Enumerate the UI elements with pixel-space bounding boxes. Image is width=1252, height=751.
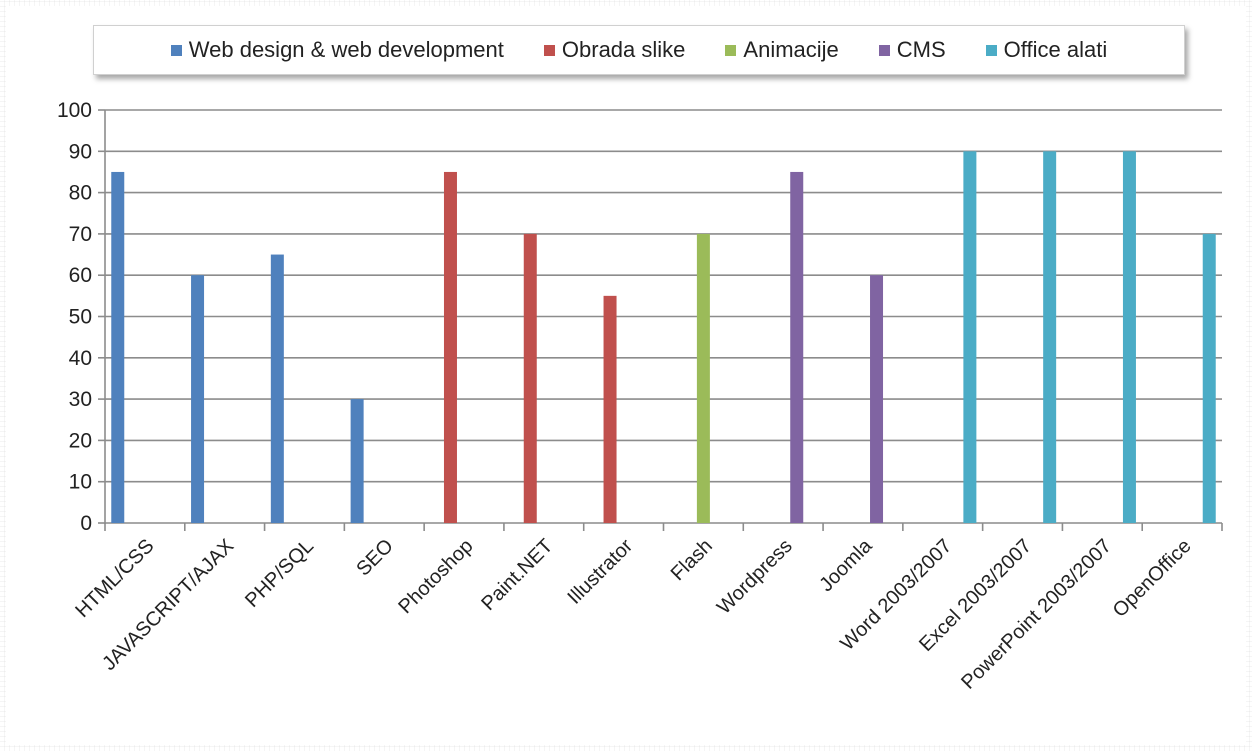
legend-label: Animacije xyxy=(743,37,839,62)
legend-swatch xyxy=(543,44,555,56)
legend-label: CMS xyxy=(896,37,946,62)
bar-flash xyxy=(696,233,710,523)
y-tick-label: 80 xyxy=(69,182,92,205)
legend-swatch xyxy=(878,44,890,56)
bar-openoffice xyxy=(1202,233,1216,523)
bar-powerpoint-2003-2007 xyxy=(1122,151,1136,524)
chart-legend: Web design & web development Obrada slik… xyxy=(93,25,1185,75)
legend-swatch xyxy=(725,44,737,56)
legend-item-cms: CMS xyxy=(878,37,946,63)
x-tick-label: OpenOffice xyxy=(1109,535,1196,622)
y-tick-label: 60 xyxy=(69,264,92,287)
bar-joomla xyxy=(870,275,884,523)
x-tick-label: JAVASCRIPT/AJAX xyxy=(98,535,238,675)
legend-item-obrada-slike: Obrada slike xyxy=(543,37,686,63)
x-tick-label: Wordpress xyxy=(713,535,797,619)
bar-seo xyxy=(350,399,364,523)
bar-word-2003-2007 xyxy=(963,151,977,524)
x-tick-label: PHP/SQL xyxy=(241,535,318,612)
y-tick-label: 50 xyxy=(69,306,92,329)
y-tick-label: 70 xyxy=(69,223,92,246)
x-tick-label: Illustrator xyxy=(563,535,637,609)
bar-photoshop xyxy=(443,171,457,523)
bar-excel-2003-2007 xyxy=(1043,151,1057,524)
x-tick-label: PowerPoint 2003/2007 xyxy=(957,535,1116,694)
x-tick-label: Joomla xyxy=(815,534,877,596)
bar-php-sql xyxy=(270,254,284,524)
y-tick-label: 40 xyxy=(69,347,92,370)
y-tick-label: 10 xyxy=(69,471,92,494)
x-tick-label: Paint.NET xyxy=(477,535,557,615)
bar-illustrator xyxy=(603,295,617,523)
x-tick-label: Photoshop xyxy=(394,535,477,618)
legend-item-office-alati: Office alati xyxy=(985,37,1108,63)
y-tick-label: 20 xyxy=(69,429,92,452)
y-tick-label: 30 xyxy=(69,388,92,411)
x-tick-label: SEO xyxy=(352,535,397,580)
bar-html-css xyxy=(111,171,125,523)
legend-swatch xyxy=(170,44,182,56)
bar-paint-net xyxy=(523,233,537,523)
legend-swatch xyxy=(985,44,997,56)
x-tick-label: Flash xyxy=(667,535,717,585)
legend-label: Web design & web development xyxy=(188,37,504,62)
chart-area-background xyxy=(6,6,1246,745)
y-tick-label: 100 xyxy=(57,99,92,122)
y-tick-label: 90 xyxy=(69,140,92,163)
legend-label: Office alati xyxy=(1003,37,1108,62)
x-tick-label: HTML/CSS xyxy=(71,535,158,622)
legend-label: Obrada slike xyxy=(561,37,686,62)
legend-item-web-design: Web design & web development xyxy=(170,37,504,63)
bar-wordpress xyxy=(790,171,804,523)
bar-javascript-ajax xyxy=(191,275,205,523)
y-tick-label: 0 xyxy=(80,512,92,535)
legend-item-animacije: Animacije xyxy=(725,37,839,63)
